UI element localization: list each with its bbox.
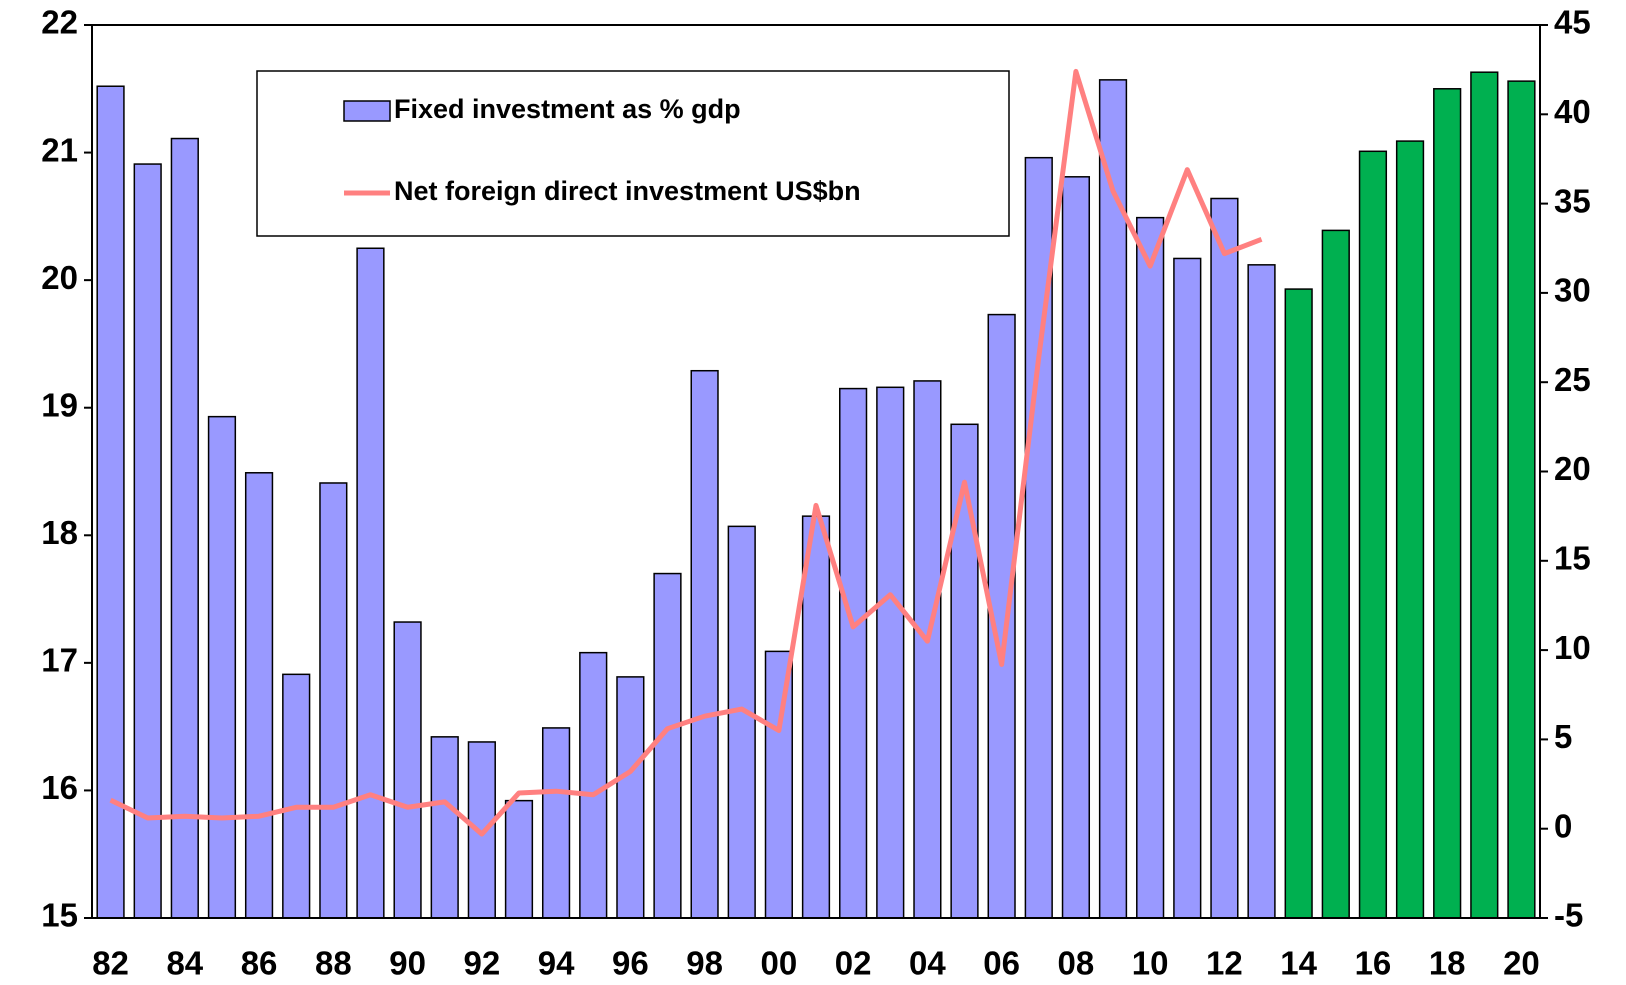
bar bbox=[207, 415, 237, 919]
y2-tick-label: 5 bbox=[1554, 718, 1572, 755]
y2-tick-label: 0 bbox=[1554, 807, 1572, 844]
legend-box bbox=[256, 70, 1010, 237]
bar bbox=[1358, 150, 1388, 919]
bar bbox=[950, 423, 979, 919]
bar bbox=[467, 741, 496, 919]
bar bbox=[133, 163, 162, 919]
bar bbox=[1395, 140, 1425, 919]
x-tick-label: 90 bbox=[389, 945, 426, 982]
bar bbox=[764, 650, 793, 919]
x-tick-label: 82 bbox=[92, 945, 129, 982]
bar bbox=[504, 799, 534, 919]
y-tick-label: 21 bbox=[41, 131, 78, 168]
x-tick-label: 94 bbox=[538, 945, 575, 982]
bar bbox=[356, 247, 385, 919]
y2-tick-label: 20 bbox=[1554, 450, 1591, 487]
bar bbox=[1173, 257, 1202, 919]
bar bbox=[1284, 288, 1313, 919]
line bbox=[109, 68, 1263, 837]
x-tick-label: 96 bbox=[612, 945, 649, 982]
bar bbox=[1433, 88, 1462, 919]
legend-swatch bbox=[343, 100, 391, 122]
bar bbox=[690, 369, 719, 919]
bar bbox=[282, 673, 311, 919]
x-tick-label: 92 bbox=[463, 945, 500, 982]
bar bbox=[430, 736, 459, 919]
y2-tick-label: 45 bbox=[1554, 4, 1591, 41]
bar bbox=[579, 651, 608, 919]
y-tick-label: 19 bbox=[41, 386, 78, 423]
x-tick-label: 10 bbox=[1132, 945, 1169, 982]
bar bbox=[1061, 176, 1091, 919]
x-tick-label: 12 bbox=[1206, 945, 1243, 982]
bar bbox=[244, 472, 274, 919]
x-tick-label: 04 bbox=[909, 945, 946, 982]
bar bbox=[913, 380, 942, 919]
legend-label: Fixed investment as % gdp bbox=[394, 94, 741, 124]
y2-tick-label: 15 bbox=[1554, 540, 1591, 577]
plot-frame bbox=[91, 24, 1541, 919]
bar bbox=[541, 727, 571, 919]
y-tick-label: 16 bbox=[41, 769, 78, 806]
y2-tick-label: 40 bbox=[1554, 93, 1591, 130]
bar bbox=[1507, 80, 1536, 919]
x-tick-label: 08 bbox=[1058, 945, 1095, 982]
x-tick-label: 88 bbox=[315, 945, 352, 982]
y-tick-label: 17 bbox=[41, 642, 78, 679]
bar bbox=[616, 676, 645, 919]
y-tick-label: 20 bbox=[41, 259, 78, 296]
bar bbox=[1098, 79, 1128, 919]
y-tick-label: 18 bbox=[41, 514, 78, 551]
x-tick-label: 84 bbox=[166, 945, 203, 982]
x-tick-label: 98 bbox=[686, 945, 723, 982]
x-tick-label: 18 bbox=[1429, 945, 1466, 982]
x-tick-label: 14 bbox=[1280, 945, 1317, 982]
bar bbox=[393, 621, 422, 919]
bar bbox=[1470, 71, 1499, 919]
x-tick-label: 86 bbox=[241, 945, 278, 982]
y2-tick-label: -5 bbox=[1554, 897, 1583, 934]
y2-tick-label: 10 bbox=[1554, 629, 1591, 666]
y-tick-label: 22 bbox=[41, 4, 78, 41]
y2-tick-label: 25 bbox=[1554, 361, 1591, 398]
legend-label: Net foreign direct investment US$bn bbox=[394, 176, 861, 206]
bar bbox=[653, 572, 682, 919]
bar bbox=[839, 387, 868, 919]
x-tick-label: 16 bbox=[1355, 945, 1392, 982]
y-tick-label: 15 bbox=[41, 897, 78, 934]
bar bbox=[1210, 197, 1239, 919]
x-tick-label: 06 bbox=[983, 945, 1020, 982]
x-tick-label: 20 bbox=[1503, 945, 1540, 982]
y2-tick-label: 30 bbox=[1554, 272, 1591, 309]
bar bbox=[727, 525, 756, 919]
y2-tick-label: 35 bbox=[1554, 182, 1591, 219]
bar bbox=[1247, 264, 1276, 919]
bar bbox=[319, 482, 348, 919]
bar bbox=[170, 137, 199, 919]
bar bbox=[1136, 216, 1165, 919]
x-tick-label: 00 bbox=[761, 945, 798, 982]
bar bbox=[1321, 229, 1350, 919]
x-tick-label: 02 bbox=[835, 945, 872, 982]
bar bbox=[876, 386, 905, 919]
bar bbox=[96, 85, 125, 919]
